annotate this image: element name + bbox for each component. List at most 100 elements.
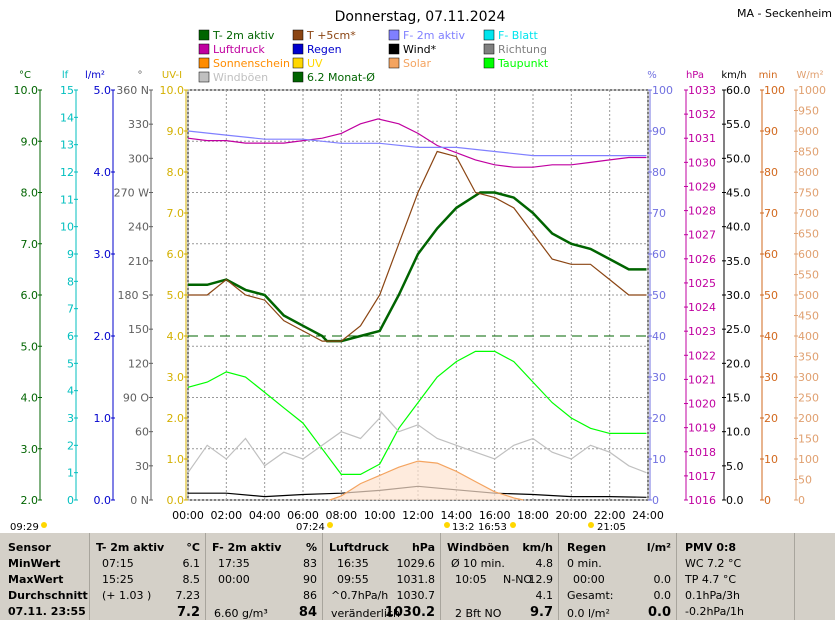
axis-tick-label-hum: 60 [652, 248, 666, 261]
wind-current-note: 2 Bft NO [455, 607, 502, 620]
pmv-row2: TP 4.7 °C [685, 573, 737, 586]
marker-label: 09:29 [10, 522, 39, 533]
stats-t2m-col: T- 2m aktiv °C 07:15 6.1 15:25 8.5 (+ 1.… [89, 533, 206, 620]
axis-tick-label-leaf: 9 [67, 248, 74, 261]
legend-label: F- Blatt [498, 29, 538, 42]
legend-swatch [198, 57, 210, 69]
legend-label: Windböen [213, 71, 268, 84]
min-label: MinWert [8, 557, 61, 570]
axis-tick-label-wind: 25.0 [726, 323, 751, 336]
axis-unit-dir: ° [138, 70, 143, 81]
x-tick-label: 24:00 [632, 509, 664, 522]
f2m-title: F- 2m aktiv [212, 541, 282, 554]
press-current-note: veränderlich [331, 607, 400, 620]
series-line [187, 350, 647, 475]
avg-label: Durchschnitt [8, 589, 88, 602]
axis-tick-label-solar: 600 [798, 248, 819, 261]
series-line [187, 410, 647, 474]
moon-icon [588, 522, 594, 528]
axis-tick-label-solar: 450 [798, 310, 819, 323]
axis-tick-label-wind: 20.0 [726, 357, 751, 370]
wind-row1-label: Ø 10 min. [451, 557, 505, 570]
axis-tick-label-solar: 400 [798, 330, 819, 343]
axis-tick-label-uv: 5.0 [167, 289, 185, 302]
axis-tick-label-rain: 4.0 [94, 166, 112, 179]
press-max-time: 09:55 [337, 573, 369, 586]
axis-tick-label-rain: 1.0 [94, 412, 112, 425]
pmv-row1: WC 7.2 °C [685, 557, 742, 570]
t2m-unit: °C [186, 541, 200, 554]
axis-tick-label-solar: 800 [798, 166, 819, 179]
legend-swatch [292, 43, 304, 55]
legend-label: Taupunkt [497, 57, 549, 70]
stats-rain-col: Regen l/m² 0 min. 00:00 0.0 Gesamt: 0.0 … [558, 533, 677, 620]
axis-tick-label-solar: 50 [798, 474, 812, 487]
axis-unit-temp: °C [19, 70, 31, 81]
axis-tick-label-hum: 0 [652, 494, 659, 507]
sensor-title: Sensor [8, 541, 51, 554]
axis-tick-label-temp: 9.0 [21, 135, 39, 148]
axis-tick-label-dir: 60 [135, 426, 149, 439]
axis-unit-rain: l/m² [85, 70, 105, 81]
f2m-min-val: 83 [303, 557, 317, 570]
axis-tick-label-press: 1023 [688, 325, 716, 338]
axis-tick-label-dir: 120 [128, 357, 149, 370]
axis-tick-label-leaf: 2 [67, 439, 74, 452]
axis-tick-label-dir: 330 [128, 118, 149, 131]
axis-tick-label-dir: 360 N [116, 84, 149, 97]
x-tick-label: 02:00 [210, 509, 242, 522]
axis-tick-label-leaf: 1 [67, 467, 74, 480]
rain-row3-val: 0.0 [653, 589, 672, 602]
axis-tick-label-leaf: 7 [67, 303, 74, 316]
axis-tick-label-wind: 30.0 [726, 289, 751, 302]
axis-tick-label-dir: 240 [128, 221, 149, 234]
rain-title: Regen [567, 541, 607, 554]
axis-tick-label-sun: 30 [764, 371, 778, 384]
axis-tick-label-leaf: 12 [60, 166, 74, 179]
axis-tick-label-solar: 1000 [798, 84, 826, 97]
legend-swatch [388, 29, 400, 41]
f2m-max-time: 00:00 [218, 573, 250, 586]
f2m-unit: % [305, 541, 317, 554]
axis-tick-label-press: 1019 [688, 422, 716, 435]
x-tick-label: 14:00 [440, 509, 472, 522]
noon-icon [444, 522, 450, 528]
axis-tick-label-hum: 70 [652, 207, 666, 220]
axis-tick-label-leaf: 4 [67, 385, 74, 398]
series-area [329, 461, 524, 500]
axis-tick-label-uv: 0.0 [167, 494, 185, 507]
x-tick-label: 18:00 [517, 509, 549, 522]
legend-label: Luftdruck [213, 43, 265, 56]
axis-unit-hum: % [647, 70, 657, 81]
wind-row2-time: 10:05 [455, 573, 487, 586]
legend-label: T- 2m aktiv [212, 29, 275, 42]
axis-tick-label-solar: 750 [798, 187, 819, 200]
axis-tick-label-temp: 3.0 [21, 443, 39, 456]
axis-tick-label-press: 1026 [688, 253, 716, 266]
x-tick-label: 04:00 [249, 509, 281, 522]
max-label: MaxWert [8, 573, 64, 586]
axis-tick-label-press: 1031 [688, 132, 716, 145]
axis-tick-label-uv: 8.0 [167, 166, 185, 179]
pmv-row4: -0.2hPa/1h [685, 605, 744, 618]
axis-tick-label-wind: 55.0 [726, 118, 751, 131]
x-tick-label: 06:00 [287, 509, 319, 522]
axis-tick-label-press: 1024 [688, 301, 716, 314]
axis-tick-label-leaf: 11 [60, 193, 74, 206]
axis-tick-label-leaf: 3 [67, 412, 74, 425]
axis-tick-label-press: 1032 [688, 108, 716, 121]
axis-tick-label-leaf: 0 [67, 494, 74, 507]
series-line [329, 460, 524, 501]
axis-tick-label-sun: 0 [764, 494, 771, 507]
axes: 10.09.08.07.06.05.04.03.02.0151413121110… [14, 84, 827, 522]
legend-swatch [483, 29, 495, 41]
sunrise-label: 07:24 [296, 522, 325, 533]
wind-row2-dir: N-NO [503, 573, 533, 586]
rain-current-note: 0.0 l/m² [567, 607, 610, 620]
axis-units: °C lf l/m² ° UV-I% hPa km/h min W/m² [19, 70, 824, 81]
f2m-avg-val: 86 [303, 589, 317, 602]
press-max-val: 1031.8 [396, 573, 436, 586]
axis-tick-label-dir: 90 O [123, 392, 149, 405]
t2m-current: 7.2 [176, 605, 200, 620]
x-tick-label: 16:00 [479, 509, 511, 522]
